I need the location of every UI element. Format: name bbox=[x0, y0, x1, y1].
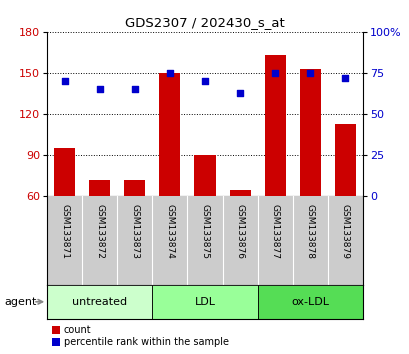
Text: ox-LDL: ox-LDL bbox=[290, 297, 328, 307]
Bar bbox=[194, 155, 215, 196]
Text: GSM133877: GSM133877 bbox=[270, 204, 279, 258]
Bar bbox=[54, 148, 75, 196]
Bar bbox=[334, 124, 355, 196]
Point bbox=[61, 78, 68, 84]
Bar bbox=[264, 55, 285, 196]
Text: GSM133875: GSM133875 bbox=[200, 204, 209, 258]
Point bbox=[306, 70, 313, 76]
Point bbox=[201, 78, 208, 84]
Text: GSM133879: GSM133879 bbox=[340, 204, 349, 258]
Point bbox=[236, 90, 243, 96]
Bar bbox=[152, 285, 257, 319]
Text: GSM133872: GSM133872 bbox=[95, 204, 104, 258]
Point bbox=[96, 87, 103, 92]
Point bbox=[131, 87, 138, 92]
Legend: count, percentile rank within the sample: count, percentile rank within the sample bbox=[52, 325, 228, 347]
Bar bbox=[89, 180, 110, 196]
Text: GSM133874: GSM133874 bbox=[165, 204, 174, 258]
Point bbox=[341, 75, 348, 81]
Title: GDS2307 / 202430_s_at: GDS2307 / 202430_s_at bbox=[125, 16, 284, 29]
Point bbox=[271, 70, 278, 76]
Bar bbox=[124, 180, 145, 196]
Text: GSM133873: GSM133873 bbox=[130, 204, 139, 258]
Point bbox=[166, 70, 173, 76]
Bar bbox=[47, 285, 152, 319]
Text: LDL: LDL bbox=[194, 297, 215, 307]
Bar bbox=[299, 69, 320, 196]
Bar bbox=[159, 73, 180, 196]
Text: untreated: untreated bbox=[72, 297, 127, 307]
Text: GSM133878: GSM133878 bbox=[305, 204, 314, 258]
Bar bbox=[257, 285, 362, 319]
Bar bbox=[229, 190, 250, 196]
Text: GSM133871: GSM133871 bbox=[60, 204, 69, 258]
Text: agent: agent bbox=[4, 297, 36, 307]
Text: GSM133876: GSM133876 bbox=[235, 204, 244, 258]
